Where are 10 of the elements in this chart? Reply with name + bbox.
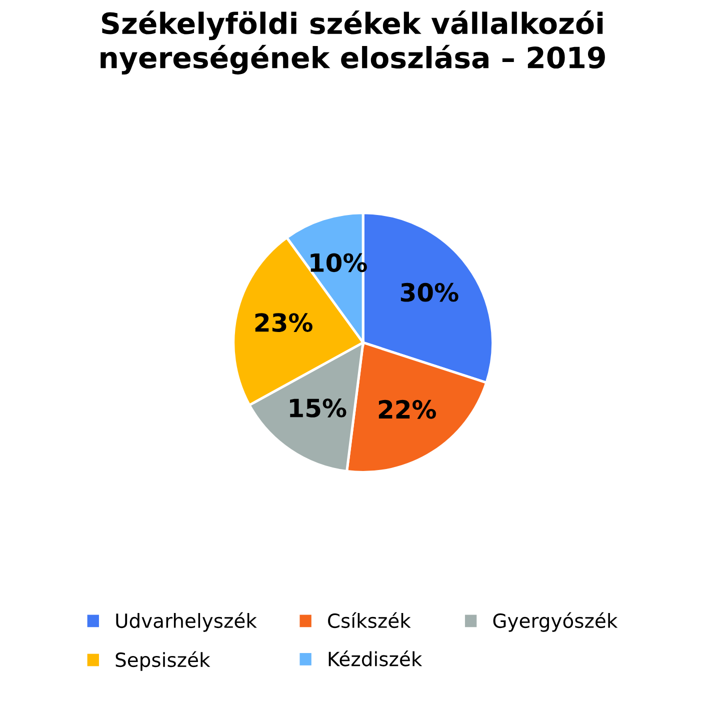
legend-label: Sepsiszék: [116, 651, 210, 671]
data-label: 30%: [400, 282, 458, 302]
data-label: 15%: [290, 398, 346, 418]
chart-title: Székelyföldi székek vállalkozói nyereségének eloszlása – 2019: [100, 10, 605, 74]
data-label: 22%: [378, 400, 436, 419]
legend-label: Udvarhelyszék: [116, 612, 257, 632]
data-label: 23%: [255, 313, 312, 332]
legend-label: Kézdiszék: [328, 650, 422, 666]
legend-label: Csíkszék: [328, 612, 411, 628]
legend-label: Gyergyószék: [493, 612, 618, 632]
